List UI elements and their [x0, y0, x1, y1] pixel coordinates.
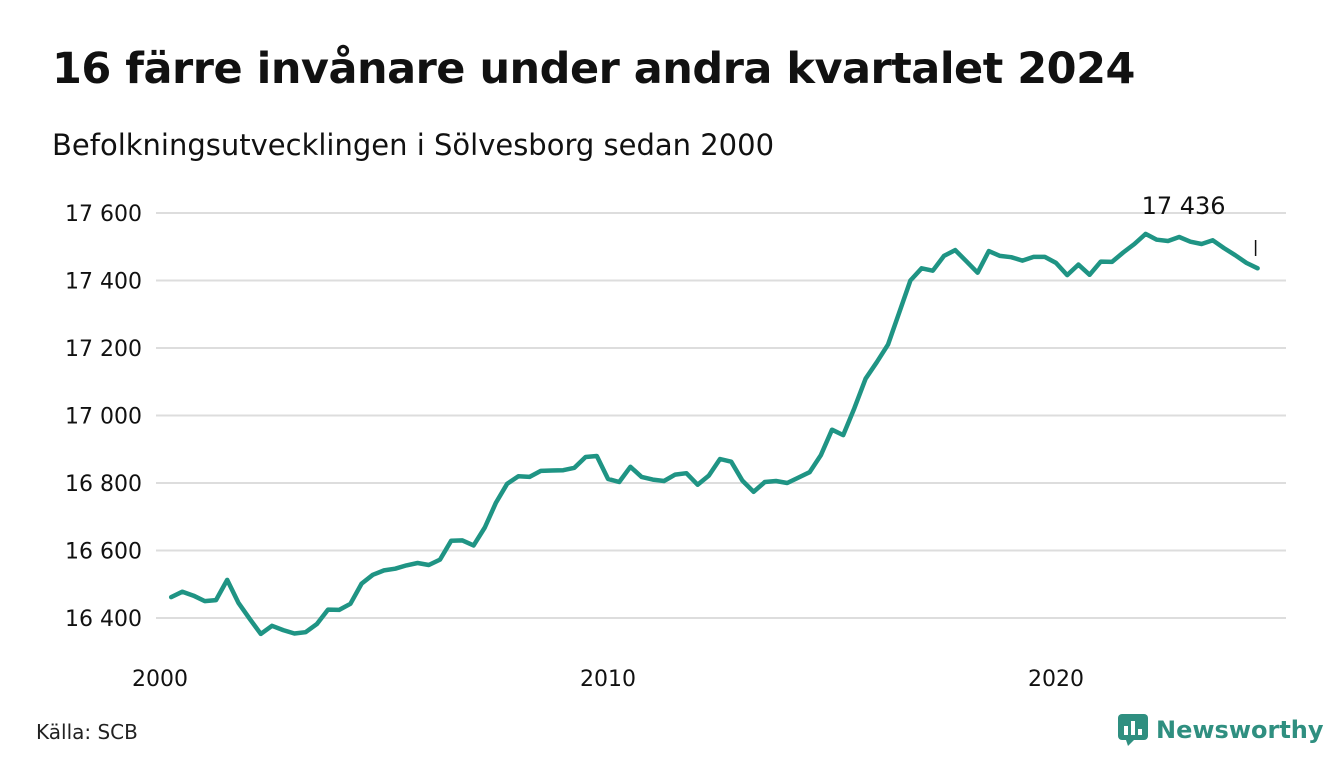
- grid-lines: [156, 212, 1286, 619]
- source-note: Källa: SCB: [36, 720, 138, 744]
- x-axis-tick-labels: 2000 2010 2020: [132, 667, 1084, 692]
- x-tick-label: 2020: [1028, 667, 1084, 692]
- y-tick-label: 17 600: [65, 202, 142, 227]
- newsworthy-logo-icon: [1118, 714, 1148, 746]
- annotation-layer: 17 436: [1142, 192, 1257, 256]
- y-tick-label: 17 000: [65, 405, 142, 430]
- last-value-label: 17 436: [1142, 192, 1226, 220]
- y-tick-label: 17 400: [65, 270, 142, 295]
- series-line: [168, 231, 1260, 637]
- brand-name: Newsworthy: [1156, 716, 1324, 744]
- y-tick-label: 16 800: [65, 472, 142, 497]
- y-axis-tick-labels: 16 400 16 600 16 800 17 000 17 200 17 400 17 6…: [65, 202, 142, 632]
- y-tick-label: 17 200: [65, 337, 142, 362]
- chart-title: 16 färre invånare under andra kvartalet …: [52, 44, 1135, 94]
- x-tick-label: 2010: [580, 667, 636, 692]
- chart-subtitle: Befolkningsutvecklingen i Sölvesborg sed…: [52, 128, 775, 162]
- brand-logo[interactable]: Newsworthy: [1118, 714, 1324, 746]
- population-line-chart: 16 400 16 600 16 800 17 000 17 200 17 400 17 6…: [65, 192, 1286, 692]
- y-tick-label: 16 600: [65, 540, 142, 565]
- y-tick-label: 16 400: [65, 607, 142, 632]
- series-layer: [168, 231, 1260, 637]
- x-tick-label: 2000: [132, 667, 188, 692]
